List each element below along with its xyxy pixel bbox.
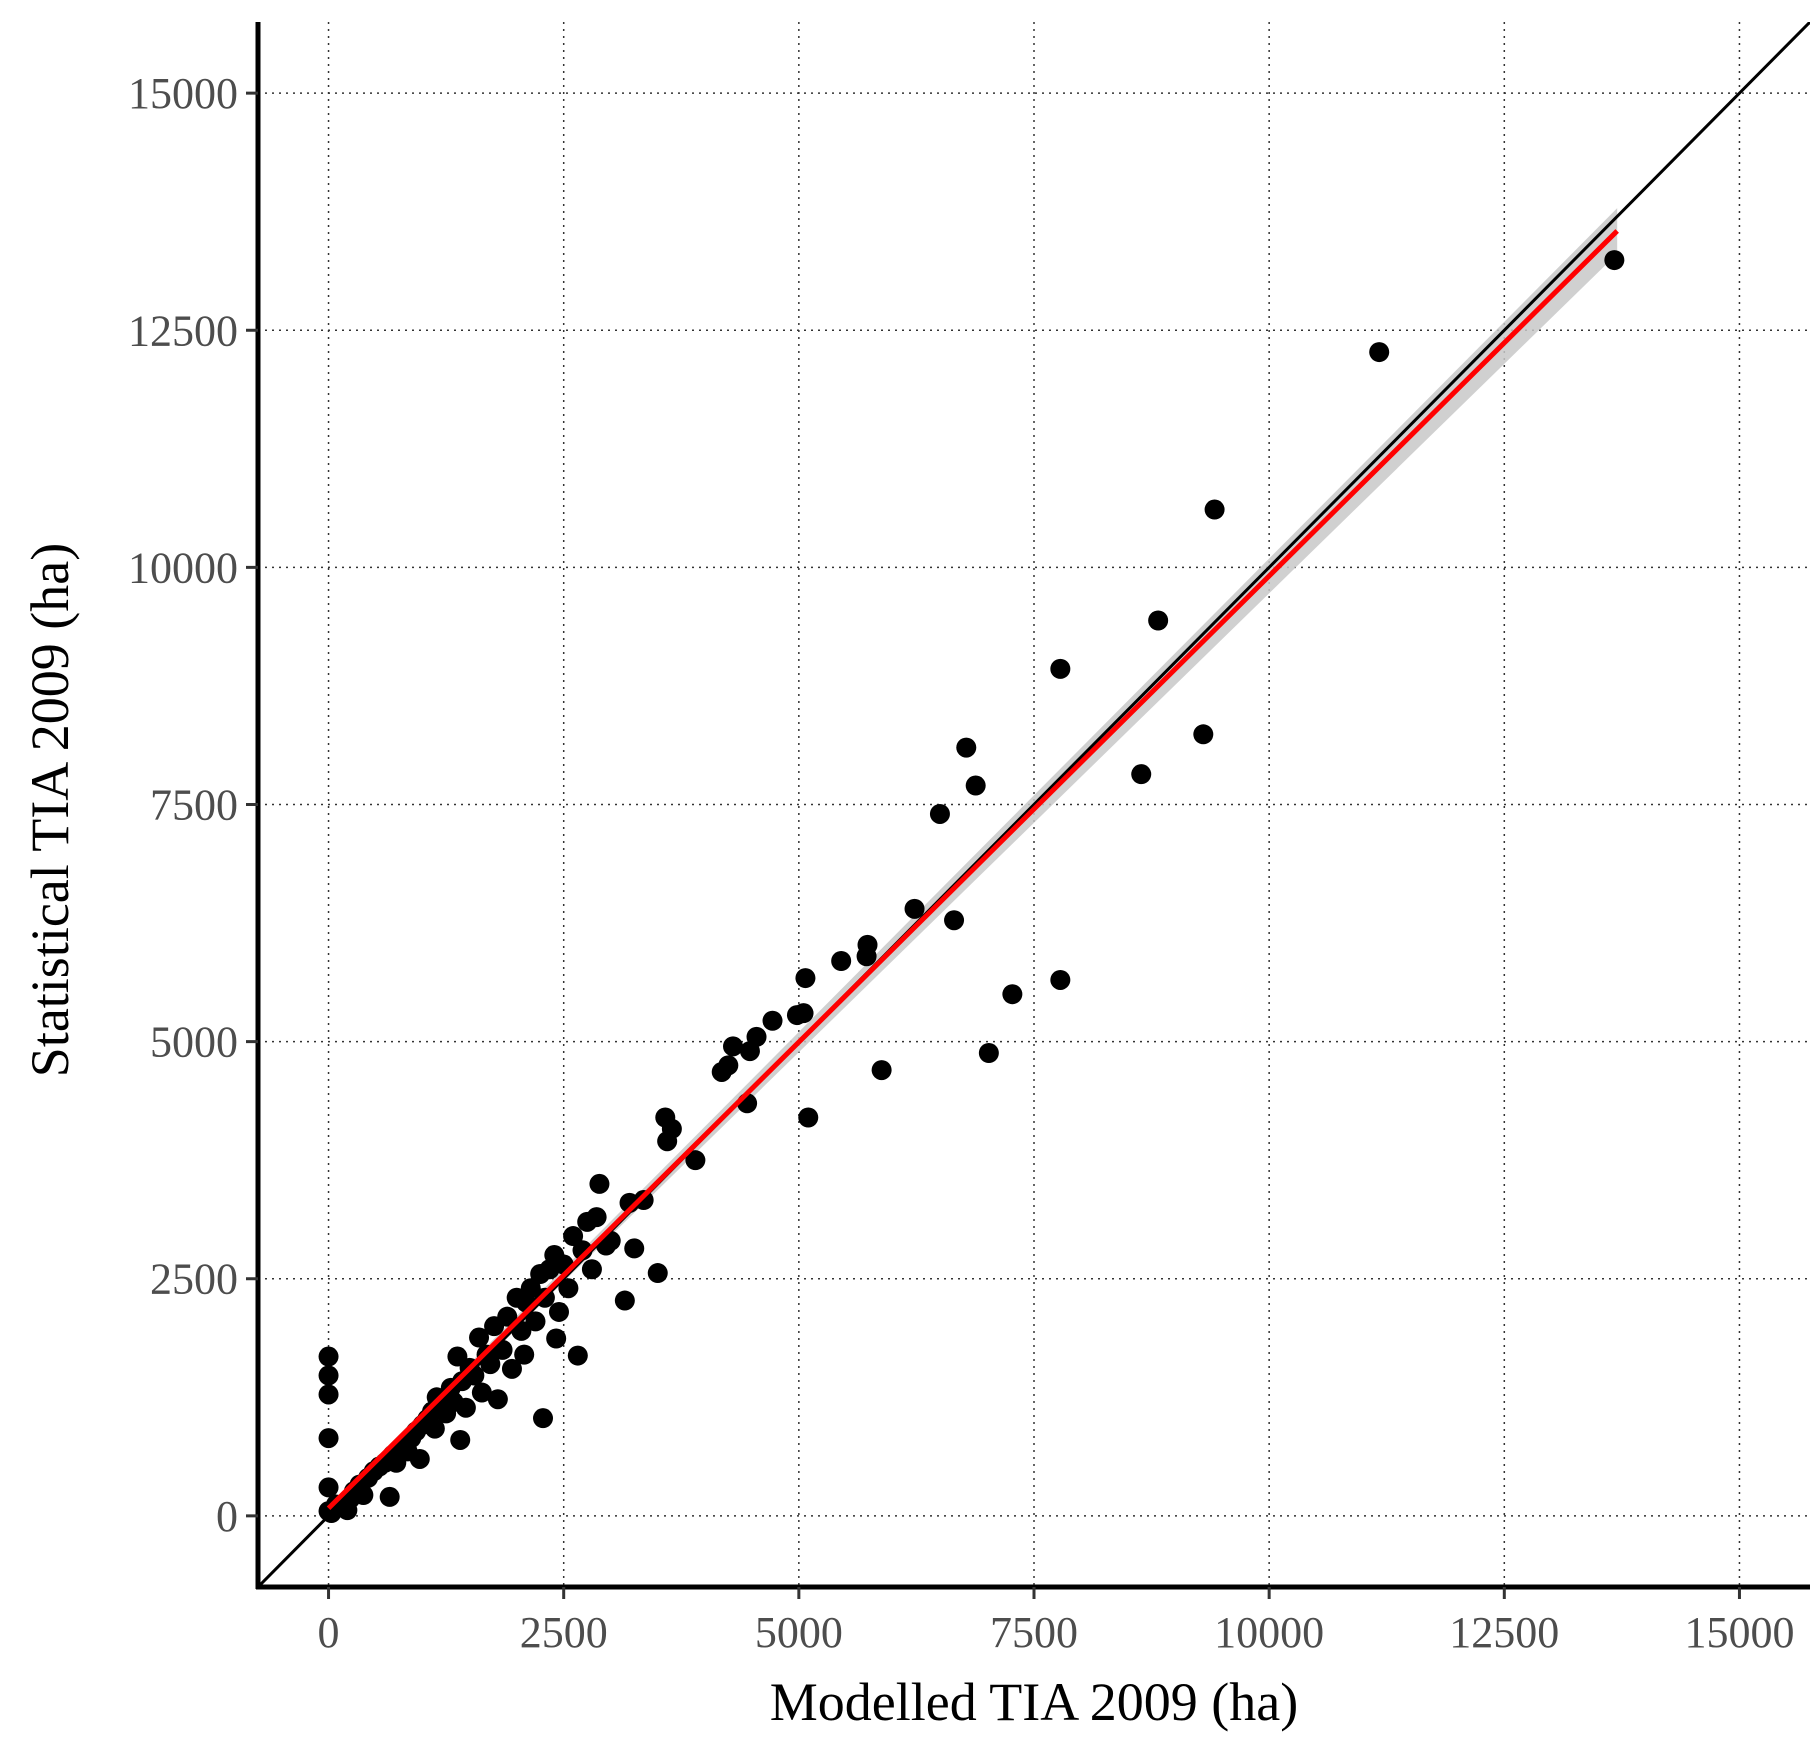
- data-point: [534, 1287, 555, 1308]
- data-point: [379, 1486, 400, 1507]
- data-point: [793, 1003, 814, 1024]
- y-tick-label: 7500: [150, 781, 238, 830]
- confidence-band: [328, 208, 1618, 1512]
- data-point: [318, 1384, 339, 1405]
- data-point: [511, 1320, 532, 1341]
- y-tick-label: 5000: [150, 1018, 238, 1067]
- data-point: [904, 898, 925, 919]
- data-point: [857, 934, 878, 955]
- x-tick-label: 15000: [1684, 1608, 1794, 1657]
- data-point: [718, 1055, 739, 1076]
- x-axis-ticks: 0 2500 5000 7500 10000 12500 15000: [318, 1587, 1794, 1657]
- data-point: [1193, 724, 1214, 745]
- data-point: [1131, 764, 1152, 785]
- grid-lines: [258, 22, 1810, 1587]
- data-point: [353, 1484, 374, 1505]
- data-point: [1204, 499, 1225, 520]
- data-point: [581, 1259, 602, 1280]
- data-point: [501, 1358, 522, 1379]
- data-point: [929, 803, 950, 824]
- data-point: [455, 1397, 476, 1418]
- data-point: [633, 1190, 654, 1211]
- y-tick-label: 2500: [150, 1255, 238, 1304]
- data-point: [685, 1150, 706, 1171]
- x-tick-label: 10000: [1214, 1608, 1324, 1657]
- x-tick-label: 12500: [1449, 1608, 1559, 1657]
- data-point: [558, 1278, 579, 1299]
- data-point: [1002, 984, 1023, 1005]
- data-point: [614, 1290, 635, 1311]
- x-tick-label: 7500: [990, 1608, 1078, 1657]
- data-point: [533, 1408, 554, 1429]
- data-point: [1050, 658, 1071, 679]
- data-point: [497, 1306, 518, 1327]
- data-point: [1050, 969, 1071, 990]
- data-point: [661, 1118, 682, 1139]
- data-point: [647, 1263, 668, 1284]
- data-point: [1369, 342, 1390, 363]
- data-point: [871, 1060, 892, 1081]
- data-point: [944, 910, 965, 931]
- data-point: [567, 1345, 588, 1366]
- data-point: [318, 1428, 339, 1449]
- x-tick-label: 0: [318, 1608, 340, 1657]
- data-point: [424, 1418, 445, 1439]
- data-point: [795, 968, 816, 989]
- data-point: [548, 1301, 569, 1322]
- data-point: [1604, 250, 1625, 271]
- data-point: [586, 1207, 607, 1228]
- data-point: [978, 1043, 999, 1064]
- data-point: [572, 1240, 593, 1261]
- x-tick-label: 5000: [755, 1608, 843, 1657]
- data-point: [956, 737, 977, 758]
- data-point: [589, 1173, 610, 1194]
- data-points: [318, 250, 1625, 1524]
- data-point: [798, 1107, 819, 1128]
- data-point: [480, 1354, 501, 1375]
- data-point: [762, 1010, 783, 1031]
- data-point: [831, 951, 852, 971]
- data-point: [487, 1389, 508, 1410]
- y-tick-label: 15000: [128, 69, 238, 118]
- data-point: [546, 1328, 567, 1349]
- y-tick-label: 10000: [128, 543, 238, 592]
- x-axis-title: Modelled TIA 2009 (ha): [770, 1672, 1298, 1732]
- data-point: [746, 1026, 767, 1047]
- data-point: [409, 1448, 430, 1469]
- data-point: [492, 1339, 513, 1360]
- data-point: [318, 1346, 339, 1367]
- data-point: [520, 1278, 541, 1299]
- y-tick-label: 12500: [128, 306, 238, 355]
- data-point: [1148, 610, 1169, 631]
- x-tick-label: 2500: [520, 1608, 608, 1657]
- y-axis-title: Statistical TIA 2009 (ha): [20, 543, 80, 1077]
- data-point: [471, 1382, 492, 1403]
- data-point: [469, 1327, 490, 1348]
- data-point: [318, 1365, 339, 1386]
- data-point: [624, 1238, 645, 1259]
- data-point: [525, 1311, 546, 1332]
- fit-line: [326, 229, 1619, 1511]
- data-point: [723, 1036, 744, 1057]
- data-point: [450, 1429, 471, 1450]
- y-tick-label: 0: [216, 1492, 238, 1541]
- data-point: [514, 1344, 535, 1365]
- data-point: [563, 1226, 584, 1247]
- data-point: [318, 1477, 339, 1498]
- y-axis-ticks: 0 2500 5000 7500 10000 12500 15000: [128, 69, 258, 1541]
- data-point: [965, 775, 986, 796]
